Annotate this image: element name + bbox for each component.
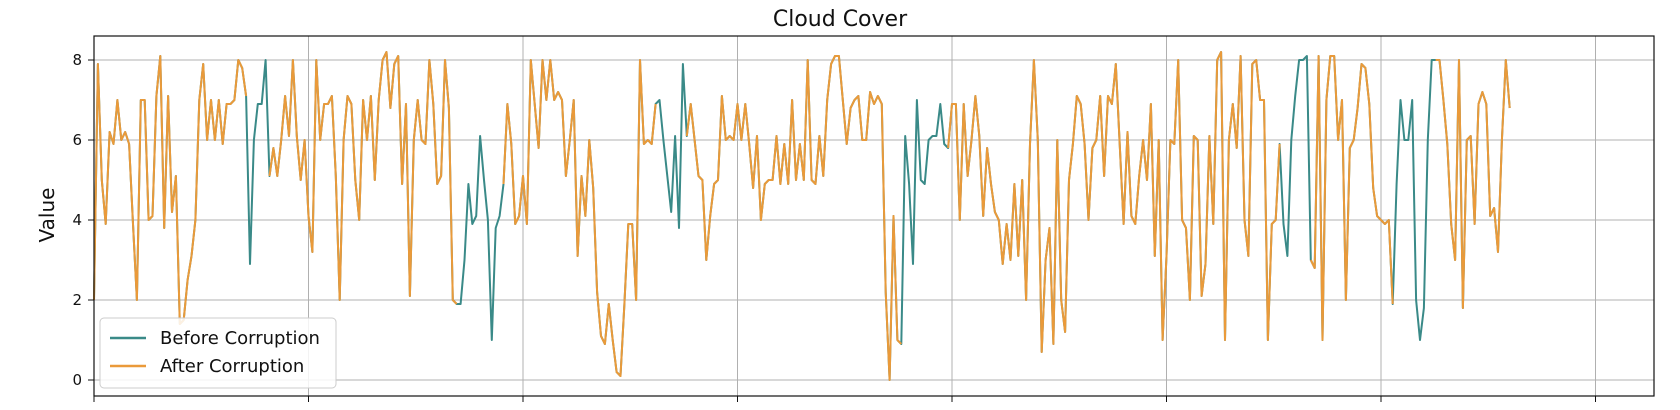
series-line-after: [947, 51, 1281, 353]
legend-label-before: Before Corruption: [160, 328, 320, 349]
chart-title: Cloud Cover: [773, 7, 908, 32]
plot-frame: [93, 35, 1655, 397]
legend: Before Corruption After Corruption: [99, 317, 337, 389]
series-line-after: [685, 55, 903, 381]
x-axis-ticks: [93, 396, 1596, 402]
series-after-corruption: [93, 51, 1511, 381]
legend-label-after: After Corruption: [160, 356, 304, 377]
series-line-after: [502, 59, 657, 377]
series-line-after: [268, 51, 458, 305]
y-tick-label: 8: [72, 51, 82, 69]
series-line-after: [1435, 59, 1511, 309]
y-tick-label: 2: [72, 291, 82, 309]
series-line-after: [93, 55, 248, 325]
y-axis-label: Value: [35, 188, 59, 243]
y-tick-label: 0: [72, 371, 82, 389]
y-axis-ticks: 0 2 4 6 8: [72, 51, 94, 389]
y-tick-label: 6: [72, 131, 82, 149]
legend-box: [99, 317, 337, 389]
y-tick-label: 4: [72, 211, 82, 229]
series-line-after: [1309, 55, 1394, 341]
